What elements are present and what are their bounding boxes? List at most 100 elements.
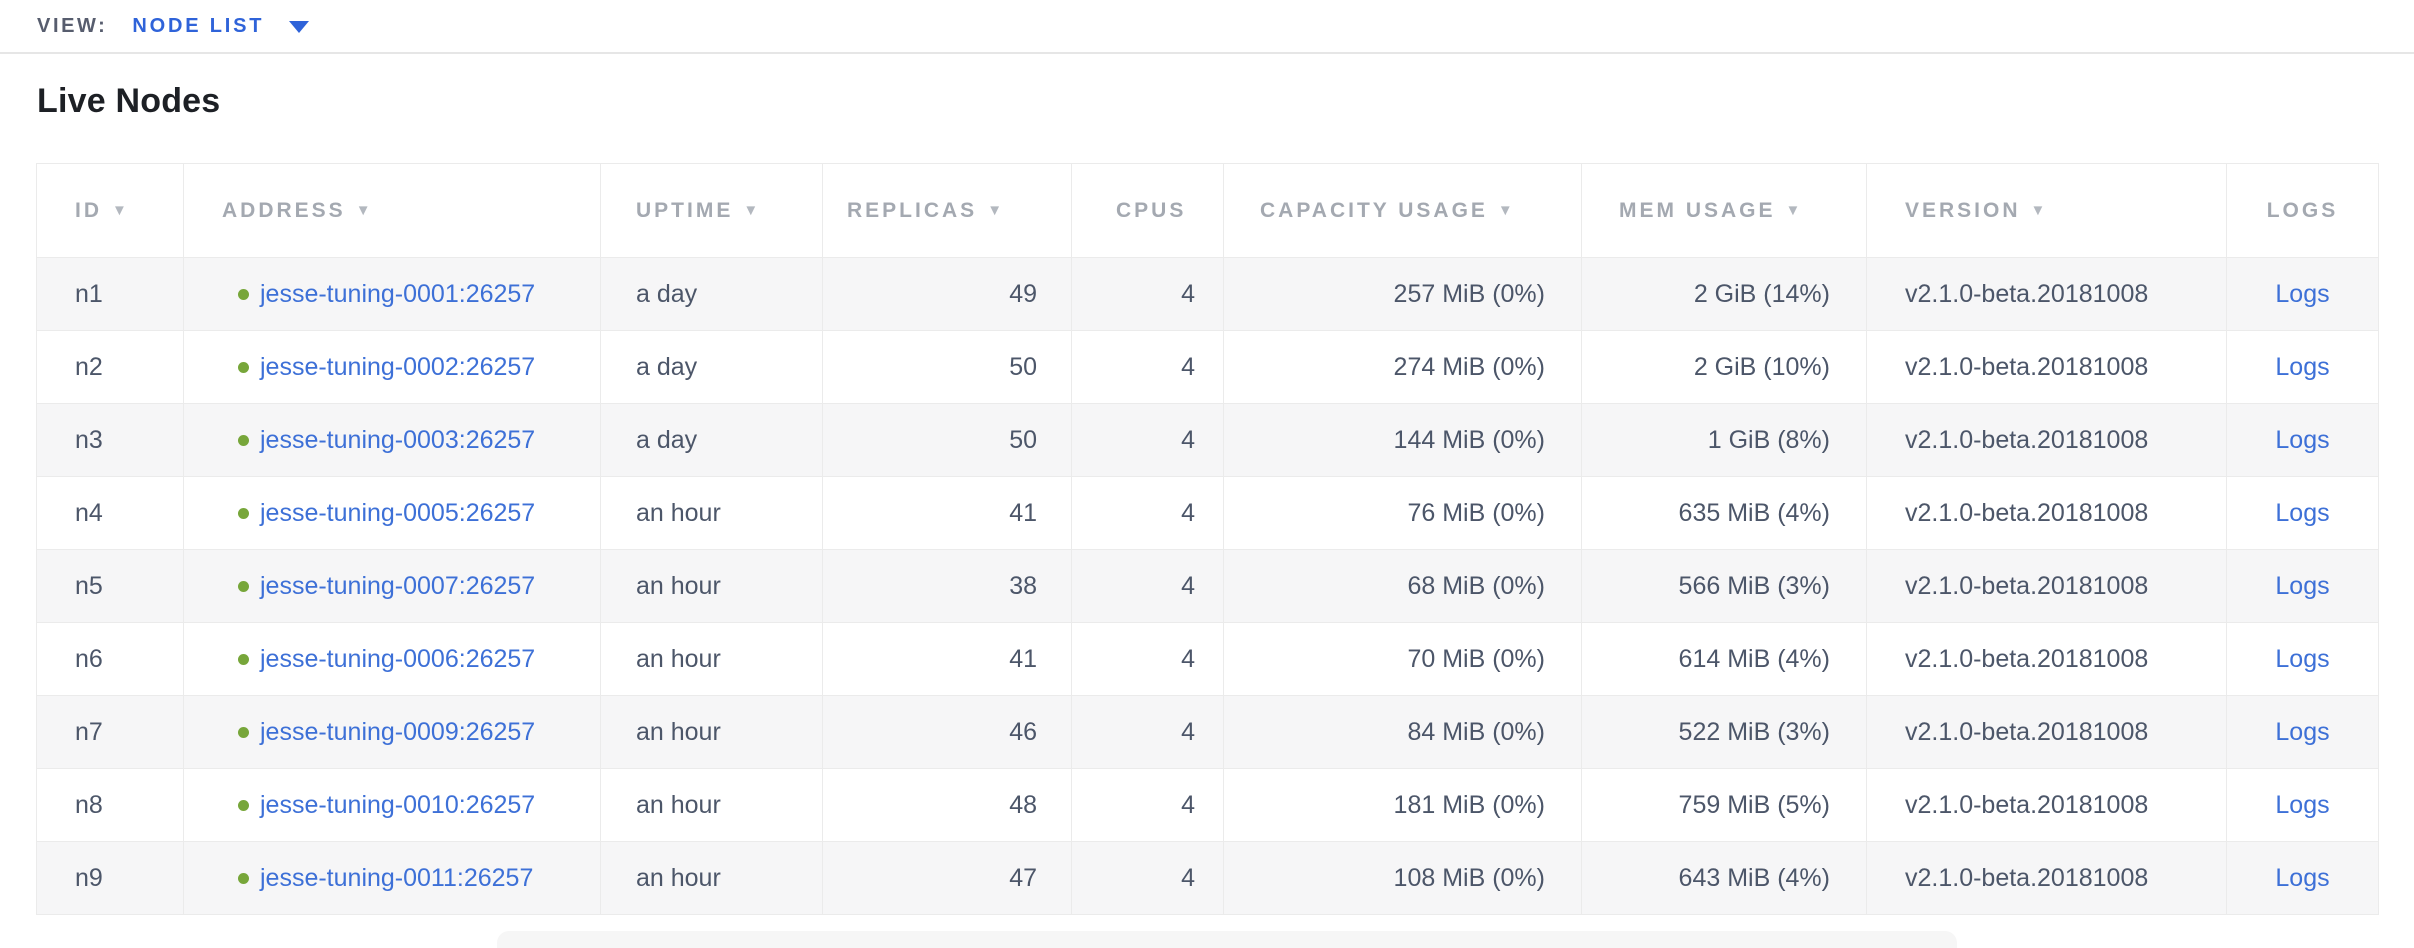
cell-uptime: a day (600, 257, 823, 331)
table-row: n1 jesse-tuning-0001:26257 a day 49 4 257 MiB… (36, 257, 2379, 331)
view-bar: VIEW: NODE LIST (0, 0, 2414, 54)
cell-version: v2.1.0-beta.20181008 (1866, 841, 2227, 915)
cell-id: n2 (36, 330, 184, 404)
node-live-icon (238, 361, 249, 373)
cell-id: n5 (36, 549, 184, 623)
cell-replicas: 41 (822, 476, 1072, 550)
cell-logs: Logs (2226, 549, 2379, 623)
cell-logs: Logs (2226, 768, 2379, 842)
cell-logs: Logs (2226, 257, 2379, 331)
column-label: UPTIME (636, 198, 734, 222)
cell-address: jesse-tuning-0002:26257 (183, 330, 601, 404)
logs-link[interactable]: Logs (2275, 571, 2330, 600)
column-label: VERSION (1905, 198, 2021, 222)
cell-logs: Logs (2226, 476, 2379, 550)
logs-link[interactable]: Logs (2275, 863, 2330, 892)
cell-id: n9 (36, 841, 184, 915)
cell-cpus: 4 (1071, 622, 1224, 696)
cell-mem: 566 MiB (3%) (1581, 549, 1867, 623)
cell-version: v2.1.0-beta.20181008 (1866, 695, 2227, 769)
cell-address: jesse-tuning-0007:26257 (183, 549, 601, 623)
table-header-row: ID ▼ ADDRESS ▼ UPTIME ▼ REPLICAS ▼ CPUS CAPACITY … (36, 163, 2379, 258)
cell-logs: Logs (2226, 403, 2379, 477)
address-link[interactable]: jesse-tuning-0007:26257 (260, 571, 536, 600)
cell-version: v2.1.0-beta.20181008 (1866, 403, 2227, 477)
logs-link[interactable]: Logs (2275, 498, 2330, 527)
view-dropdown-value: NODE LIST (132, 14, 265, 37)
column-header-version[interactable]: VERSION ▼ (1866, 163, 2227, 258)
address-link[interactable]: jesse-tuning-0006:26257 (260, 644, 536, 673)
cell-mem: 522 MiB (3%) (1581, 695, 1867, 769)
view-dropdown[interactable]: NODE LIST (132, 14, 310, 38)
logs-link[interactable]: Logs (2275, 425, 2330, 454)
address-link[interactable]: jesse-tuning-0001:26257 (260, 279, 536, 308)
live-nodes-table: ID ▼ ADDRESS ▼ UPTIME ▼ REPLICAS ▼ CPUS CAPACITY … (36, 163, 2379, 915)
cell-logs: Logs (2226, 695, 2379, 769)
column-header-logs: LOGS (2226, 163, 2379, 258)
logs-link[interactable]: Logs (2275, 644, 2330, 673)
cell-uptime: an hour (600, 549, 823, 623)
cell-mem: 2 GiB (14%) (1581, 257, 1867, 331)
cell-uptime: a day (600, 403, 823, 477)
cell-replicas: 38 (822, 549, 1072, 623)
cell-capacity: 68 MiB (0%) (1223, 549, 1582, 623)
cell-replicas: 47 (822, 841, 1072, 915)
cell-id: n7 (36, 695, 184, 769)
caret-down-icon (289, 21, 310, 33)
column-label: LOGS (2266, 198, 2339, 222)
cell-address: jesse-tuning-0011:26257 (183, 841, 601, 915)
cell-cpus: 4 (1071, 695, 1224, 769)
cell-version: v2.1.0-beta.20181008 (1866, 330, 2227, 404)
column-header-uptime[interactable]: UPTIME ▼ (600, 163, 823, 258)
column-header-capacity[interactable]: CAPACITY USAGE ▼ (1223, 163, 1582, 258)
table-row: n6 jesse-tuning-0006:26257 an hour 41 4 70 Mi… (36, 622, 2379, 696)
address-link[interactable]: jesse-tuning-0003:26257 (260, 425, 536, 454)
page-title: Live Nodes (37, 82, 221, 120)
cell-replicas: 41 (822, 622, 1072, 696)
sort-desc-icon: ▼ (1785, 201, 1804, 219)
cell-capacity: 257 MiB (0%) (1223, 257, 1582, 331)
logs-link[interactable]: Logs (2275, 790, 2330, 819)
cell-capacity: 144 MiB (0%) (1223, 403, 1582, 477)
cell-uptime: an hour (600, 768, 823, 842)
cell-logs: Logs (2226, 841, 2379, 915)
sort-desc-icon: ▼ (355, 201, 374, 219)
cell-version: v2.1.0-beta.20181008 (1866, 549, 2227, 623)
node-live-icon (238, 872, 249, 884)
sort-desc-icon: ▼ (112, 201, 130, 219)
cell-address: jesse-tuning-0003:26257 (183, 403, 601, 477)
column-label: MEM USAGE (1619, 198, 1776, 222)
column-label: CAPACITY USAGE (1260, 198, 1488, 222)
column-header-replicas[interactable]: REPLICAS ▼ (822, 163, 1072, 258)
cell-id: n8 (36, 768, 184, 842)
cell-mem: 635 MiB (4%) (1581, 476, 1867, 550)
cell-capacity: 84 MiB (0%) (1223, 695, 1582, 769)
column-header-id[interactable]: ID ▼ (36, 163, 184, 258)
cell-capacity: 76 MiB (0%) (1223, 476, 1582, 550)
cell-replicas: 48 (822, 768, 1072, 842)
address-link[interactable]: jesse-tuning-0009:26257 (260, 717, 536, 746)
address-link[interactable]: jesse-tuning-0011:26257 (260, 863, 534, 892)
cell-capacity: 274 MiB (0%) (1223, 330, 1582, 404)
cell-address: jesse-tuning-0010:26257 (183, 768, 601, 842)
logs-link[interactable]: Logs (2275, 717, 2330, 746)
table-row: n8 jesse-tuning-0010:26257 an hour 48 4 181 M… (36, 768, 2379, 842)
cell-cpus: 4 (1071, 841, 1224, 915)
cell-address: jesse-tuning-0001:26257 (183, 257, 601, 331)
column-header-address[interactable]: ADDRESS ▼ (183, 163, 601, 258)
cell-mem: 643 MiB (4%) (1581, 841, 1867, 915)
cell-uptime: an hour (600, 622, 823, 696)
cell-version: v2.1.0-beta.20181008 (1866, 622, 2227, 696)
address-link[interactable]: jesse-tuning-0002:26257 (260, 352, 536, 381)
cell-uptime: an hour (600, 695, 823, 769)
address-link[interactable]: jesse-tuning-0010:26257 (260, 790, 536, 819)
address-link[interactable]: jesse-tuning-0005:26257 (260, 498, 536, 527)
column-header-cpus: CPUS (1071, 163, 1224, 258)
logs-link[interactable]: Logs (2275, 279, 2330, 308)
cell-replicas: 50 (822, 330, 1072, 404)
node-live-icon (238, 434, 249, 446)
logs-link[interactable]: Logs (2275, 352, 2330, 381)
column-header-mem[interactable]: MEM USAGE ▼ (1581, 163, 1867, 258)
cell-capacity: 108 MiB (0%) (1223, 841, 1582, 915)
cell-capacity: 181 MiB (0%) (1223, 768, 1582, 842)
